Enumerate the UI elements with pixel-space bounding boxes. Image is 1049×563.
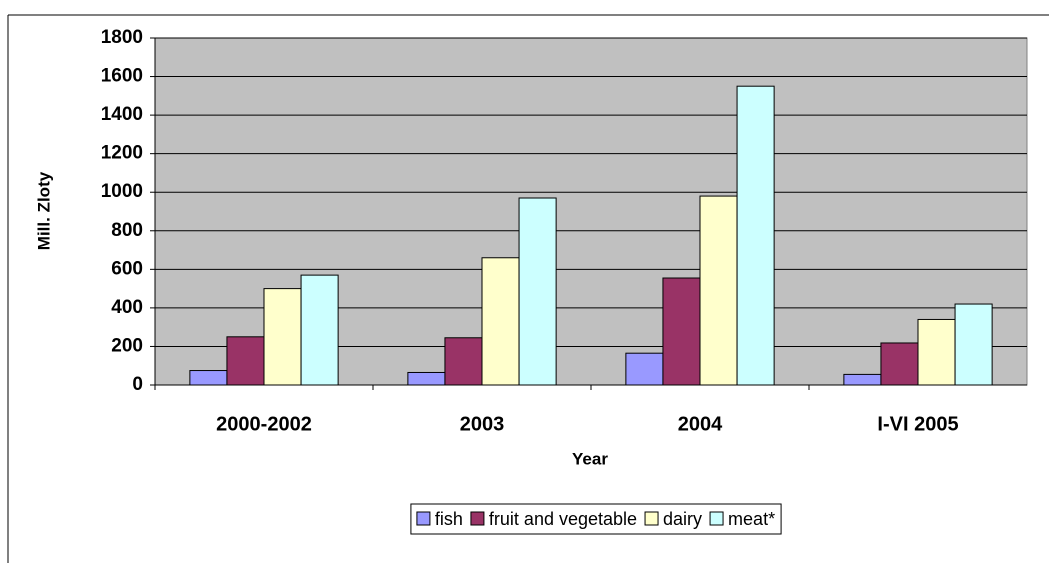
bar xyxy=(407,371,446,386)
legend-swatch xyxy=(709,511,724,526)
y-tick-label: 1400 xyxy=(101,104,143,125)
x-tick-label: 2000-2002 xyxy=(216,413,312,435)
bar xyxy=(917,318,956,386)
legend-label: meat* xyxy=(728,509,775,529)
bar xyxy=(300,274,339,386)
legend-swatch xyxy=(416,511,431,526)
x-tick-label: 2003 xyxy=(460,413,505,435)
bar xyxy=(880,342,919,386)
y-tick-label: 1600 xyxy=(101,66,143,87)
bar xyxy=(699,195,738,386)
legend-label: fruit and vegetable xyxy=(489,509,637,529)
bar xyxy=(736,85,775,386)
x-tick-label: I-VI 2005 xyxy=(877,413,958,435)
y-tick-label: 1000 xyxy=(101,181,143,202)
y-tick-label: 800 xyxy=(111,220,143,241)
bar xyxy=(263,288,302,386)
bar xyxy=(444,337,483,386)
bar xyxy=(189,370,228,386)
x-tick-label: 2004 xyxy=(678,413,723,435)
bar xyxy=(518,197,557,386)
bar xyxy=(662,277,701,386)
legend-swatch xyxy=(470,511,485,526)
legend-swatch xyxy=(644,511,659,526)
bar xyxy=(625,352,664,386)
y-tick-label: 1200 xyxy=(101,143,143,164)
y-tick-label: 400 xyxy=(111,297,143,318)
y-tick-label: 600 xyxy=(111,258,143,279)
y-tick-label: 0 xyxy=(132,374,143,395)
y-tick-label: 200 xyxy=(111,335,143,356)
bar xyxy=(226,336,265,386)
legend-label: dairy xyxy=(663,509,702,529)
y-tick-label: 1800 xyxy=(101,27,143,48)
bar xyxy=(843,373,882,386)
legend-label: fish xyxy=(435,509,463,529)
y-axis-label: Mill. Zloty xyxy=(34,171,53,250)
bar xyxy=(954,303,993,386)
x-axis-label: Year xyxy=(572,449,608,468)
bar xyxy=(481,257,520,386)
